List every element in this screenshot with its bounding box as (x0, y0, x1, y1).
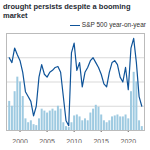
html-text:drought persists despite a boo: drought persists despite a booming marke… (3, 2, 131, 20)
svg-text:2020: 2020 (120, 138, 136, 143)
svg-text:2000: 2000 (12, 138, 28, 143)
svg-text:2005: 2005 (39, 138, 55, 143)
html-text:S&P 500 year-on-year: S&P 500 year-on-year (81, 21, 146, 28)
svg-text:2010: 2010 (66, 138, 82, 143)
svg-text:2015: 2015 (93, 138, 109, 143)
